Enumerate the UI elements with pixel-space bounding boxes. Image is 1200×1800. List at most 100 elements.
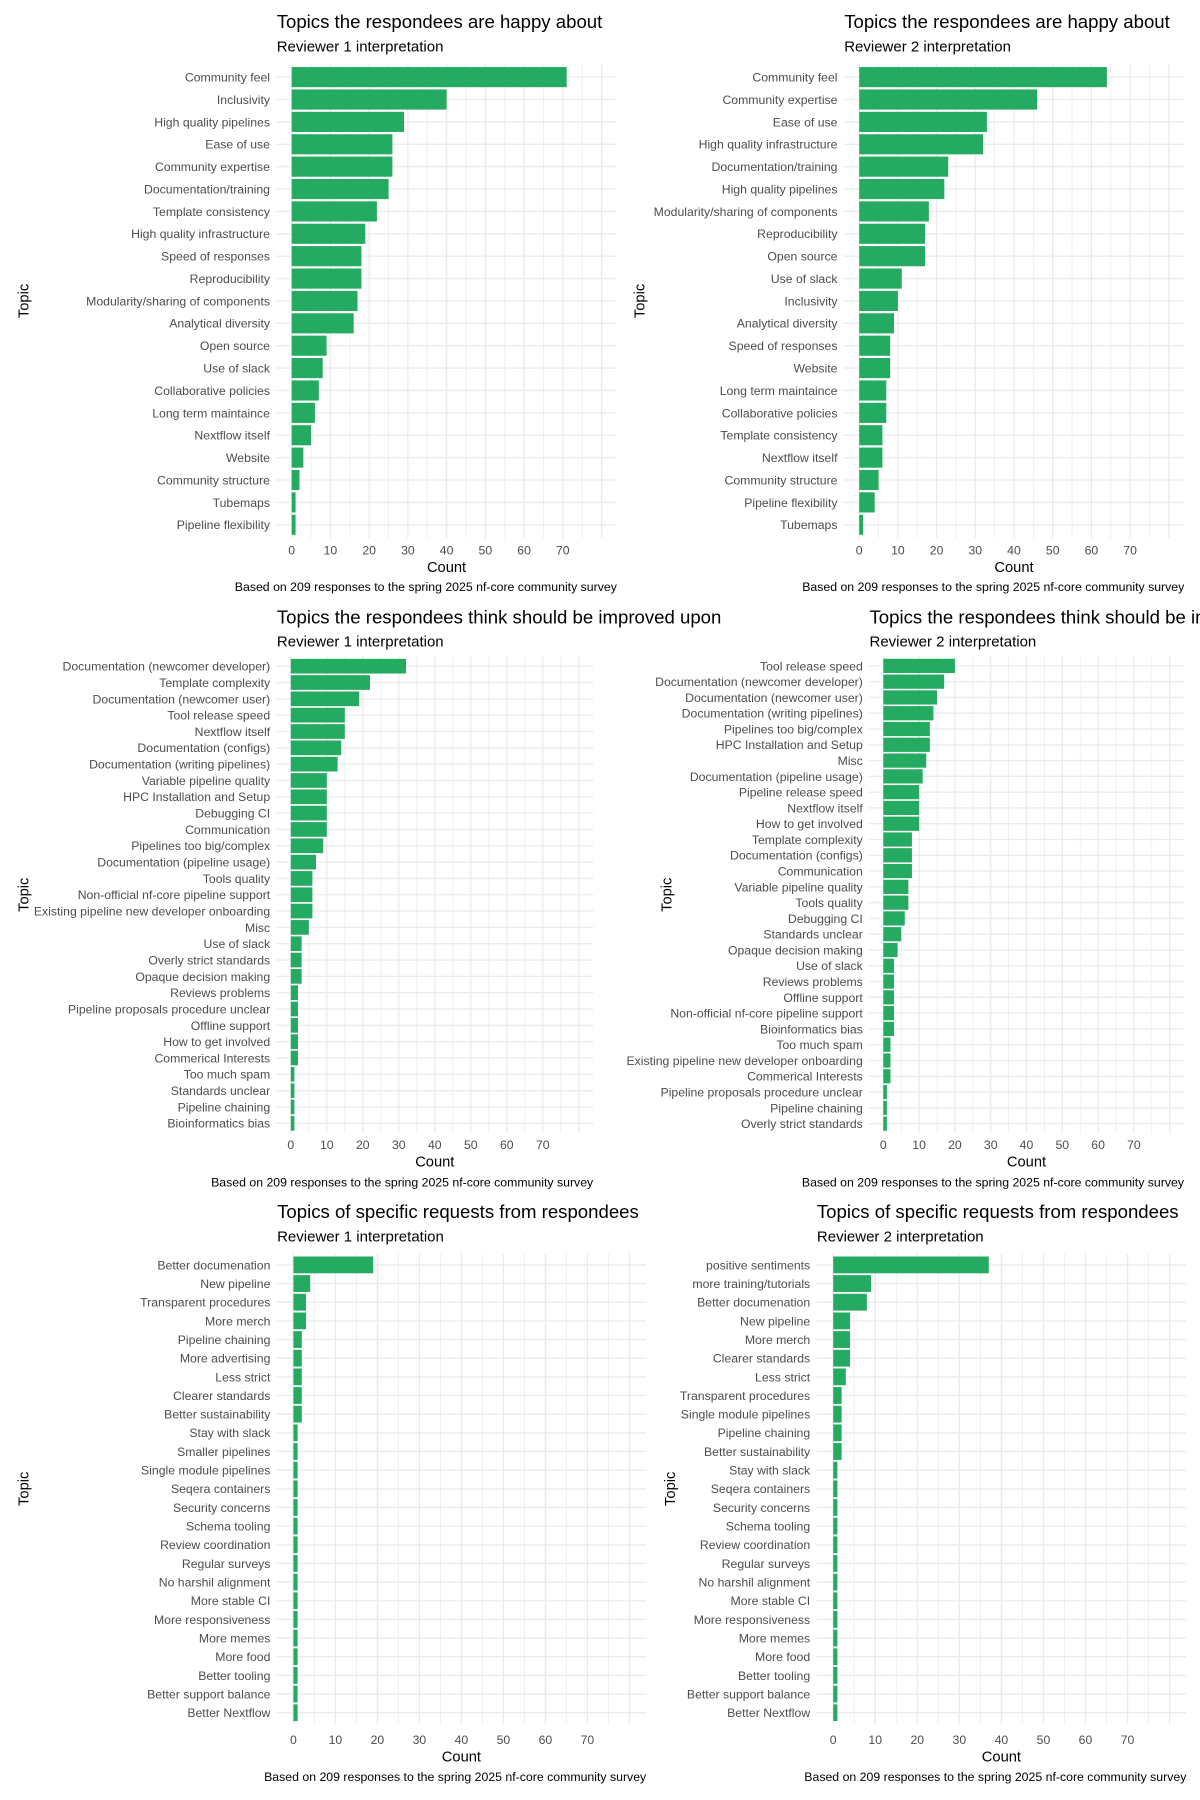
svg-text:Open source: Open source: [200, 339, 270, 353]
svg-text:Count: Count: [442, 1750, 481, 1766]
svg-text:0: 0: [288, 543, 295, 557]
svg-text:Community feel: Community feel: [185, 71, 270, 85]
svg-text:Based on 209 responses to the: Based on 209 responses to the spring 202…: [264, 1770, 647, 1784]
svg-text:60: 60: [539, 1733, 553, 1747]
svg-text:30: 30: [953, 1733, 967, 1747]
svg-text:Documentation (newcomer user): Documentation (newcomer user): [685, 691, 863, 705]
svg-text:Non-official nf-core pipeline: Non-official nf-core pipeline support: [78, 888, 271, 902]
svg-text:Clearer standards: Clearer standards: [713, 1352, 810, 1366]
svg-text:Better documenation: Better documenation: [697, 1296, 810, 1310]
svg-text:Tool release speed: Tool release speed: [167, 709, 270, 723]
svg-text:Regular surveys: Regular surveys: [722, 1557, 811, 1571]
svg-text:Reviews problems: Reviews problems: [763, 975, 863, 989]
svg-text:Count: Count: [427, 560, 466, 576]
svg-text:70: 70: [556, 543, 570, 557]
svg-text:Existing pipeline new develope: Existing pipeline new developer onboardi…: [626, 1054, 863, 1068]
svg-text:Standards unclear: Standards unclear: [171, 1084, 270, 1098]
svg-text:70: 70: [536, 1138, 550, 1152]
svg-text:Debugging CI: Debugging CI: [788, 912, 863, 926]
svg-text:70: 70: [1121, 1733, 1135, 1747]
svg-text:Pipeline release speed: Pipeline release speed: [739, 786, 863, 800]
svg-text:Standards unclear: Standards unclear: [763, 928, 862, 942]
svg-text:More memes: More memes: [739, 1631, 810, 1645]
svg-text:40: 40: [455, 1733, 469, 1747]
svg-text:Use of slack: Use of slack: [796, 959, 864, 973]
svg-text:Topics the respondees are happ: Topics the respondees are happy about: [844, 11, 1170, 32]
svg-text:40: 40: [428, 1138, 442, 1152]
svg-text:10: 10: [891, 543, 905, 557]
svg-text:Pipeline proposals procedure u: Pipeline proposals procedure unclear: [68, 1002, 270, 1016]
svg-text:Collaborative policies: Collaborative policies: [154, 384, 270, 398]
svg-text:Based on 209 responses to the: Based on 209 responses to the spring 202…: [802, 1176, 1185, 1190]
svg-text:Misc: Misc: [838, 754, 863, 768]
svg-text:Based on 209 responses to the: Based on 209 responses to the spring 202…: [804, 1770, 1187, 1784]
svg-text:More advertising: More advertising: [180, 1352, 271, 1366]
svg-text:Analytical diversity: Analytical diversity: [169, 317, 271, 331]
svg-text:Better documenation: Better documenation: [157, 1258, 270, 1272]
svg-text:Documentation/training: Documentation/training: [144, 182, 270, 196]
svg-text:Topic: Topic: [16, 878, 32, 912]
svg-text:More food: More food: [755, 1650, 810, 1664]
svg-text:Better support balance: Better support balance: [687, 1687, 810, 1701]
svg-text:Website: Website: [226, 451, 270, 465]
svg-text:60: 60: [517, 543, 531, 557]
svg-text:Communication: Communication: [778, 864, 863, 878]
svg-text:Reviewer 2 interpretation: Reviewer 2 interpretation: [817, 1228, 984, 1245]
svg-text:More responsiveness: More responsiveness: [154, 1613, 270, 1627]
svg-text:Use of slack: Use of slack: [203, 362, 271, 376]
svg-text:Reviewer 2 interpretation: Reviewer 2 interpretation: [870, 633, 1037, 650]
svg-text:Tubemaps: Tubemaps: [780, 518, 837, 532]
svg-text:New pipeline: New pipeline: [200, 1277, 270, 1291]
svg-text:0: 0: [287, 1138, 294, 1152]
svg-text:High quality pipelines: High quality pipelines: [722, 182, 838, 196]
svg-text:70: 70: [1127, 1138, 1141, 1152]
svg-text:Reviewer 1 interpretation: Reviewer 1 interpretation: [277, 39, 444, 56]
svg-text:Topic: Topic: [659, 878, 675, 912]
svg-text:Community expertise: Community expertise: [722, 93, 837, 107]
svg-text:Count: Count: [994, 560, 1033, 576]
svg-text:10: 10: [329, 1733, 343, 1747]
svg-text:20: 20: [356, 1138, 370, 1152]
svg-text:Speed of responses: Speed of responses: [161, 250, 270, 264]
svg-text:Offline support: Offline support: [191, 1019, 271, 1033]
svg-text:Documentation (writing pipelin: Documentation (writing pipelines): [682, 707, 863, 721]
svg-text:More stable CI: More stable CI: [191, 1594, 271, 1608]
svg-text:Documentation (pipeline usage): Documentation (pipeline usage): [690, 770, 863, 784]
svg-text:Overly strict standards: Overly strict standards: [148, 953, 270, 967]
svg-text:Pipelines too big/complex: Pipelines too big/complex: [131, 839, 270, 853]
svg-text:Topic: Topic: [16, 1472, 32, 1506]
svg-text:50: 50: [1037, 1733, 1051, 1747]
svg-text:Topics of specific requests fr: Topics of specific requests from respond…: [277, 1201, 639, 1222]
svg-text:30: 30: [401, 543, 415, 557]
svg-text:30: 30: [968, 543, 982, 557]
svg-text:Based on 209 responses to the: Based on 209 responses to the spring 202…: [802, 580, 1185, 594]
svg-text:30: 30: [392, 1138, 406, 1152]
svg-text:Commerical Interests: Commerical Interests: [154, 1051, 270, 1065]
svg-text:20: 20: [362, 543, 376, 557]
svg-text:Based on 209 responses to the: Based on 209 responses to the spring 202…: [211, 1176, 594, 1190]
svg-text:Pipeline flexibility: Pipeline flexibility: [744, 496, 838, 510]
svg-text:Review coordination: Review coordination: [700, 1538, 810, 1552]
svg-text:Reproducibility: Reproducibility: [757, 227, 838, 241]
svg-text:Template consistency: Template consistency: [153, 205, 271, 219]
svg-text:20: 20: [910, 1733, 924, 1747]
svg-text:Better tooling: Better tooling: [198, 1669, 270, 1683]
svg-text:Documentation (writing pipelin: Documentation (writing pipelines): [89, 758, 270, 772]
svg-text:More stable CI: More stable CI: [731, 1594, 811, 1608]
svg-text:Pipelines too big/complex: Pipelines too big/complex: [724, 722, 863, 736]
svg-text:10: 10: [320, 1138, 334, 1152]
svg-text:Nextflow itself: Nextflow itself: [195, 725, 271, 739]
svg-text:How to get involved: How to get involved: [756, 817, 863, 831]
svg-text:Too much spam: Too much spam: [776, 1038, 862, 1052]
svg-text:Documentation/training: Documentation/training: [712, 160, 838, 174]
svg-text:Opaque decision making: Opaque decision making: [728, 943, 863, 957]
svg-text:Open source: Open source: [767, 250, 837, 264]
svg-text:Community structure: Community structure: [724, 473, 837, 487]
svg-text:Ease of use: Ease of use: [773, 115, 838, 129]
svg-text:Pipeline proposals procedure u: Pipeline proposals procedure unclear: [661, 1085, 863, 1099]
svg-text:Too much spam: Too much spam: [184, 1068, 270, 1082]
svg-text:No harshil alignment: No harshil alignment: [699, 1576, 811, 1590]
svg-text:Variable pipeline quality: Variable pipeline quality: [734, 880, 863, 894]
svg-text:Pipeline chaining: Pipeline chaining: [718, 1426, 811, 1440]
svg-text:Tool release speed: Tool release speed: [760, 659, 863, 673]
